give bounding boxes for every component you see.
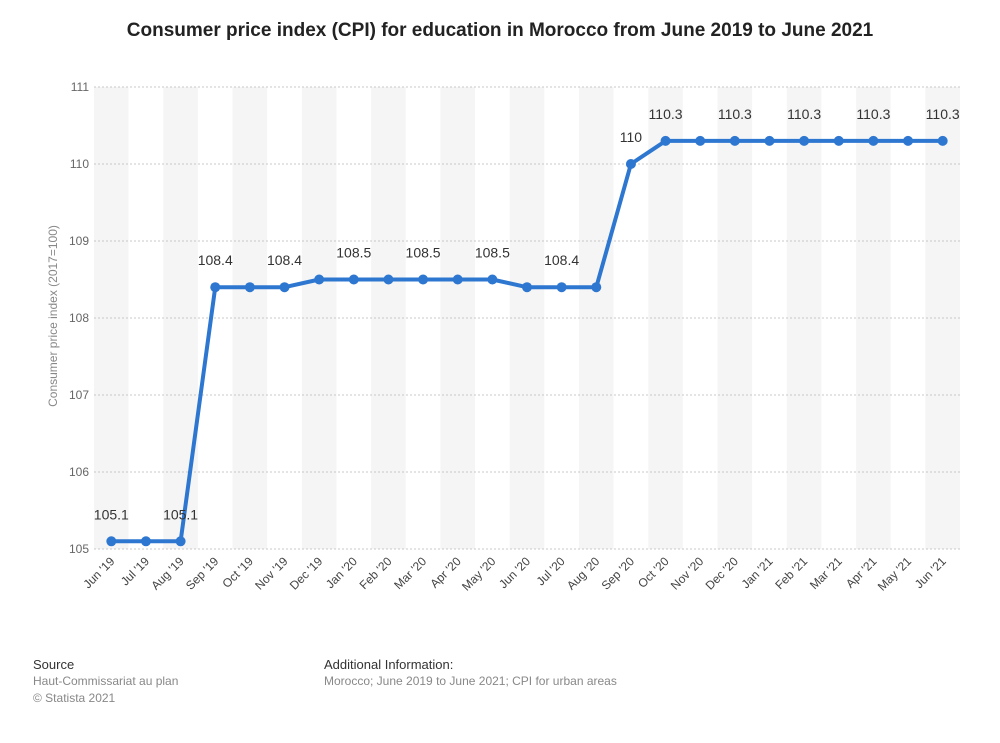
data-label: 105.1 bbox=[163, 506, 198, 522]
y-tick-label: 107 bbox=[69, 388, 89, 402]
x-tick-label: Jan '21 bbox=[739, 554, 776, 591]
data-point bbox=[799, 135, 810, 146]
x-tick-label: Oct '20 bbox=[635, 554, 672, 591]
x-tick-label: Jul '20 bbox=[534, 554, 568, 588]
data-point bbox=[556, 282, 567, 293]
data-point bbox=[279, 282, 290, 293]
data-label: 108.5 bbox=[475, 245, 510, 261]
y-tick-label: 110 bbox=[70, 157, 89, 171]
data-point bbox=[522, 282, 532, 293]
source-heading: Source bbox=[33, 657, 75, 672]
footer-additional-info: Additional Information: Morocco; June 20… bbox=[324, 656, 617, 690]
y-tick-label: 106 bbox=[69, 465, 89, 479]
x-tick-label: Nov '20 bbox=[668, 554, 707, 593]
data-point bbox=[418, 274, 429, 285]
data-point bbox=[140, 536, 151, 547]
column-band bbox=[648, 87, 683, 549]
y-axis-ticks: 105 106 107 108 109 110 111 bbox=[69, 80, 89, 556]
data-point bbox=[695, 135, 706, 146]
data-point bbox=[175, 536, 186, 547]
data-points bbox=[106, 135, 948, 547]
column-band bbox=[440, 87, 476, 549]
x-tick-label: Mar '20 bbox=[391, 554, 429, 592]
data-point bbox=[106, 536, 117, 547]
column-band bbox=[578, 87, 614, 549]
data-point bbox=[383, 274, 394, 285]
x-tick-label: Apr '21 bbox=[843, 554, 880, 591]
x-tick-label: May '21 bbox=[875, 554, 915, 594]
column-band bbox=[267, 87, 302, 549]
data-label: 110.3 bbox=[787, 106, 821, 122]
column-band bbox=[163, 87, 198, 549]
data-point bbox=[452, 274, 463, 285]
data-point bbox=[868, 135, 879, 146]
footer-source: Source Haut-Commissariat au plan © Stati… bbox=[33, 656, 178, 707]
gridlines bbox=[94, 86, 960, 550]
x-tick-label: Jun '19 bbox=[80, 554, 117, 591]
x-tick-label: Feb '21 bbox=[772, 554, 810, 592]
data-point bbox=[903, 135, 914, 146]
data-label: 108.5 bbox=[406, 245, 441, 261]
data-point bbox=[244, 282, 255, 293]
x-tick-label: Dec '19 bbox=[287, 554, 326, 593]
data-point bbox=[348, 274, 359, 285]
data-point bbox=[764, 135, 775, 146]
data-label: 108.4 bbox=[544, 252, 579, 268]
x-tick-label: Dec '20 bbox=[703, 554, 742, 593]
data-label: 110.3 bbox=[718, 106, 752, 122]
y-tick-label: 111 bbox=[71, 80, 90, 94]
data-point bbox=[487, 274, 498, 285]
x-tick-label: Jun '20 bbox=[496, 554, 533, 591]
x-tick-label: Mar '21 bbox=[807, 554, 845, 592]
y-axis-label: Consumer price index (2017=100) bbox=[46, 225, 60, 407]
column-band bbox=[752, 87, 787, 549]
source-line-1: Haut-Commissariat au plan bbox=[33, 674, 179, 688]
column-band bbox=[336, 87, 372, 549]
x-tick-label: Nov '19 bbox=[252, 554, 291, 593]
data-point bbox=[660, 135, 671, 146]
x-tick-label: May '20 bbox=[459, 554, 499, 594]
data-label: 110.3 bbox=[649, 106, 683, 122]
data-label: 108.4 bbox=[198, 252, 233, 268]
data-label: 108.4 bbox=[267, 252, 302, 268]
x-tick-label: Feb '20 bbox=[357, 554, 395, 592]
data-label: 105.1 bbox=[94, 506, 129, 522]
column-band bbox=[682, 87, 718, 549]
column-band bbox=[475, 87, 510, 549]
data-point bbox=[591, 282, 602, 293]
x-tick-label: Aug '19 bbox=[148, 554, 187, 593]
data-labels: 105.1 105.1 108.4 108.4 108.5 108.5 108.5 108.4… bbox=[94, 106, 960, 522]
x-tick-label: Oct '19 bbox=[219, 554, 256, 591]
column-band bbox=[544, 87, 579, 549]
x-tick-label: Sep '20 bbox=[599, 554, 638, 593]
source-line-2: © Statista 2021 bbox=[33, 691, 116, 705]
info-heading: Additional Information: bbox=[324, 657, 454, 672]
x-tick-label: Jan '20 bbox=[323, 554, 360, 591]
data-label: 110.3 bbox=[926, 106, 960, 122]
data-label: 110.3 bbox=[856, 106, 890, 122]
data-point bbox=[210, 282, 221, 293]
x-tick-label: Sep '19 bbox=[183, 554, 222, 593]
column-band bbox=[371, 87, 406, 549]
chart-title: Consumer price index (CPI) for education… bbox=[126, 20, 874, 41]
x-tick-label: Jul '19 bbox=[118, 554, 152, 588]
column-band bbox=[856, 87, 891, 549]
data-point bbox=[833, 135, 844, 146]
y-tick-label: 108 bbox=[69, 311, 89, 325]
x-tick-label: Jun '21 bbox=[912, 554, 949, 591]
info-text: Morocco; June 2019 to June 2021; CPI for… bbox=[324, 674, 617, 688]
data-point bbox=[729, 135, 740, 146]
data-point bbox=[625, 159, 636, 169]
y-tick-label: 109 bbox=[69, 234, 89, 248]
x-tick-label: Aug '20 bbox=[564, 554, 603, 593]
data-point bbox=[937, 135, 948, 146]
data-label: 110 bbox=[620, 129, 643, 145]
data-label: 108.5 bbox=[336, 245, 371, 261]
y-tick-label: 105 bbox=[69, 542, 89, 556]
data-point bbox=[314, 274, 325, 285]
x-tick-label: Apr '20 bbox=[427, 554, 464, 591]
